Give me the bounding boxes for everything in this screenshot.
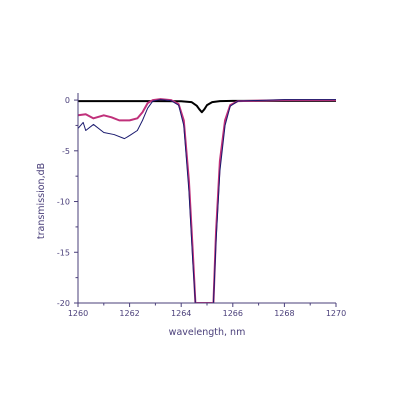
y-tick-label: -5 [62, 147, 70, 156]
labels-layer: wavelength, nm transmission,dB [36, 163, 245, 338]
y-tick-label: 0 [65, 96, 70, 105]
y-axis-title: transmission,dB [36, 163, 47, 239]
x-tick-label: 1264 [171, 309, 191, 318]
x-axis-title: wavelength, nm [169, 327, 246, 338]
series-line-3 [78, 99, 336, 303]
series-line-2 [78, 98, 336, 303]
x-tick-label: 1260 [68, 309, 88, 318]
y-tick-label: -20 [57, 299, 70, 308]
y-tick-label: -10 [57, 198, 70, 207]
x-tick-label: 1266 [223, 309, 243, 318]
x-tick-label: 1262 [119, 309, 139, 318]
axes-layer: 1260 1262 1264 1266 1268 1270 0 -5 -10 -15 -20 [57, 93, 346, 318]
y-tick-label: -15 [57, 248, 70, 257]
series-layer [78, 98, 336, 303]
x-tick-label: 1270 [326, 309, 346, 318]
x-tick-label: 1268 [274, 309, 294, 318]
series-line-1 [78, 99, 336, 114]
